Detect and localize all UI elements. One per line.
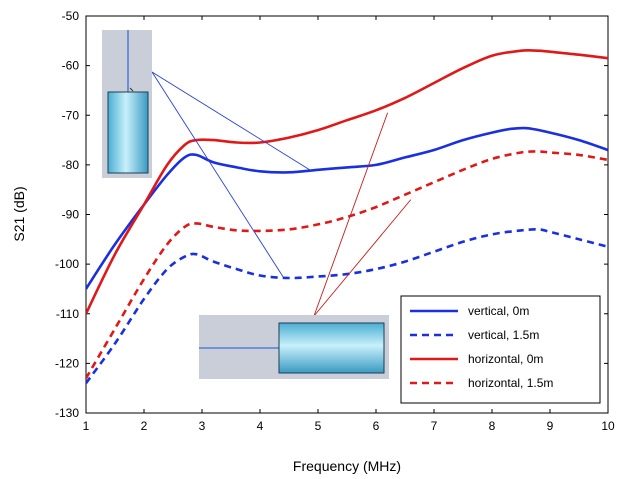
x-tick-label: 8: [489, 419, 496, 433]
y-tick-label: -100: [55, 257, 79, 271]
callout-line-2: [151, 71, 284, 278]
callout-line-4: [313, 199, 412, 317]
legend-label-2: vertical, 1.5m: [468, 328, 539, 342]
x-tick-label: 9: [547, 419, 554, 433]
series-line-4: [86, 150, 608, 379]
y-tick-label: -110: [56, 307, 79, 321]
y-tick-label: -80: [62, 158, 80, 172]
x-tick-label: 5: [315, 419, 322, 433]
series-group: [86, 49, 608, 384]
series-line-3: [86, 49, 608, 315]
y-tick-label: -130: [55, 406, 79, 420]
y-tick-label: -90: [62, 208, 80, 222]
series-line-2: [86, 228, 608, 384]
x-tick-label: 10: [601, 419, 615, 433]
x-tick-label: 7: [431, 419, 438, 433]
y-tick-label: -50: [62, 9, 80, 23]
callout-line-1: [151, 71, 313, 172]
legend-label-4: horizontal, 1.5m: [468, 376, 553, 390]
y-axis-label: S21 (dB): [11, 186, 27, 241]
inset-horizontal-antenna: [199, 315, 389, 379]
callout-line-3: [313, 112, 389, 317]
x-tick-label: 4: [257, 419, 264, 433]
legend-label-1: vertical, 0m: [468, 304, 529, 318]
x-axis-label: Frequency (MHz): [293, 458, 401, 474]
axis-ticks: 1 2 3 4 5 6 7 8 9 10 -130 -120 -110 -100 -90 -80 -70 -60 -…: [55, 9, 615, 433]
callout-lines: [151, 71, 412, 317]
legend: vertical, 0m vertical, 1.5m horizontal, 0m…: [400, 295, 601, 404]
y-tick-label: -60: [62, 59, 80, 73]
y-tick-label: -120: [55, 356, 79, 370]
y-tick-label: -70: [62, 108, 80, 122]
x-tick-label: 2: [141, 419, 148, 433]
x-tick-label: 3: [199, 419, 206, 433]
inset-vertical-antenna: [102, 30, 152, 178]
x-tick-label: 1: [83, 419, 90, 433]
x-tick-label: 6: [373, 419, 380, 433]
series-line-1: [86, 126, 608, 290]
legend-label-3: horizontal, 0m: [468, 352, 543, 366]
